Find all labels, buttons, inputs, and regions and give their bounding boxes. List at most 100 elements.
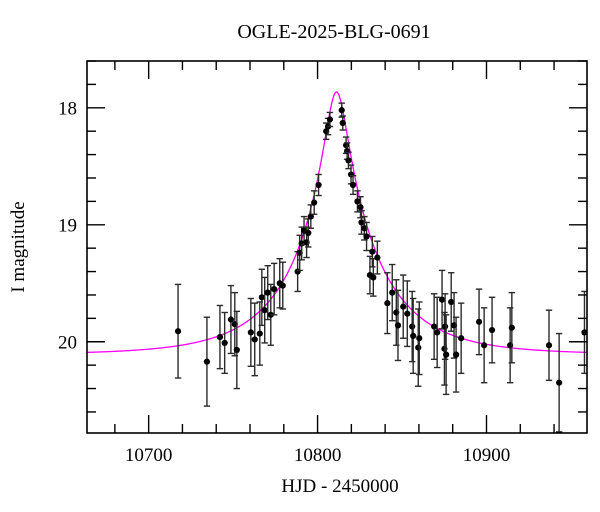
data-point (409, 297, 417, 375)
data-point-marker (442, 323, 449, 330)
data-point-marker (345, 157, 352, 164)
model-curve-layer (86, 91, 588, 354)
data-point (457, 302, 465, 375)
data-point-marker (258, 294, 265, 301)
y-tick-label: 18 (58, 98, 77, 119)
data-point-marker (344, 147, 351, 155)
data-point (545, 309, 553, 382)
data-point (305, 218, 312, 248)
data-point (300, 215, 308, 246)
data-point-marker (271, 286, 278, 293)
data-point-marker (267, 311, 274, 318)
data-point-marker (389, 289, 396, 296)
y-tick-label: 20 (58, 332, 77, 353)
data-point (267, 283, 274, 346)
data-point (430, 293, 438, 361)
data-point (394, 289, 402, 362)
data-point-marker (416, 335, 423, 342)
data-point-marker (431, 323, 438, 330)
tick-labels-layer: 10700 10800 10900 18 19 20 (58, 98, 510, 466)
data-point (555, 332, 563, 433)
data-point (233, 310, 241, 390)
data-point (339, 115, 346, 131)
y-axis-label: I magnitude (8, 201, 29, 292)
data-point-marker (261, 307, 268, 314)
data-point (508, 291, 516, 364)
data-point (264, 265, 271, 321)
data-point-marker (326, 116, 334, 123)
data-point (247, 297, 255, 368)
x-axis-label: HJD - 2450000 (281, 476, 398, 497)
data-point (357, 195, 364, 219)
data-point (258, 268, 266, 327)
data-point-marker (307, 213, 314, 220)
data-point-marker (581, 329, 588, 336)
model-curve (86, 91, 588, 354)
plot-frame (86, 60, 588, 434)
data-point (404, 280, 411, 348)
data-point (408, 290, 416, 363)
data-point-marker (508, 324, 515, 331)
data-point (363, 221, 370, 252)
data-point-marker (545, 342, 553, 349)
data-point-marker (481, 342, 488, 349)
data-point-marker (354, 198, 361, 205)
data-point (447, 272, 455, 332)
data-point-marker (338, 107, 345, 114)
data-point-marker (216, 333, 224, 341)
chart-title: OGLE-2025-BLG-0691 (237, 21, 430, 43)
data-point (480, 307, 488, 384)
data-point-marker (458, 335, 465, 342)
data-point-marker (305, 229, 312, 237)
data-point-marker (227, 316, 235, 323)
data-point-marker (394, 322, 402, 329)
data-point (374, 240, 381, 275)
data-point-marker (434, 329, 441, 336)
data-point-marker (264, 289, 271, 296)
data-point (261, 276, 268, 344)
data-point (251, 302, 258, 377)
data-point-marker (203, 358, 211, 365)
data-point-marker (311, 199, 318, 206)
data-point (369, 235, 376, 268)
data-point (475, 288, 483, 356)
data-point (310, 190, 318, 215)
data-point-marker (358, 219, 365, 226)
data-point-marker (374, 254, 381, 261)
data-point (438, 269, 446, 330)
data-point-marker (357, 204, 364, 211)
data-point-marker (384, 300, 391, 307)
data-point (416, 301, 423, 376)
data-point (174, 283, 182, 379)
data-point (488, 296, 496, 364)
data-point (221, 311, 228, 375)
data-point-marker (233, 346, 240, 354)
data-point (216, 304, 224, 370)
data-point-marker (400, 303, 407, 310)
data-point (315, 173, 322, 197)
data-point (227, 284, 235, 355)
data-point-marker (452, 351, 460, 358)
data-point (442, 314, 450, 396)
data-point-marker (475, 318, 483, 325)
data-point-marker (279, 282, 286, 289)
data-point (400, 274, 407, 339)
y-tick-label: 19 (58, 215, 77, 236)
data-point (326, 111, 334, 128)
data-point (452, 316, 460, 393)
data-point (349, 174, 357, 196)
data-point-marker (221, 339, 228, 347)
data-point (354, 190, 361, 213)
data-point (370, 257, 377, 297)
data-point (279, 261, 286, 310)
data-points-layer (174, 102, 588, 433)
data-point-marker (315, 181, 322, 189)
data-point (338, 102, 345, 118)
data-point-marker (415, 344, 422, 351)
data-point-marker (174, 328, 182, 335)
data-point (203, 316, 211, 407)
data-point-marker (251, 336, 258, 343)
data-point-marker (256, 330, 263, 337)
